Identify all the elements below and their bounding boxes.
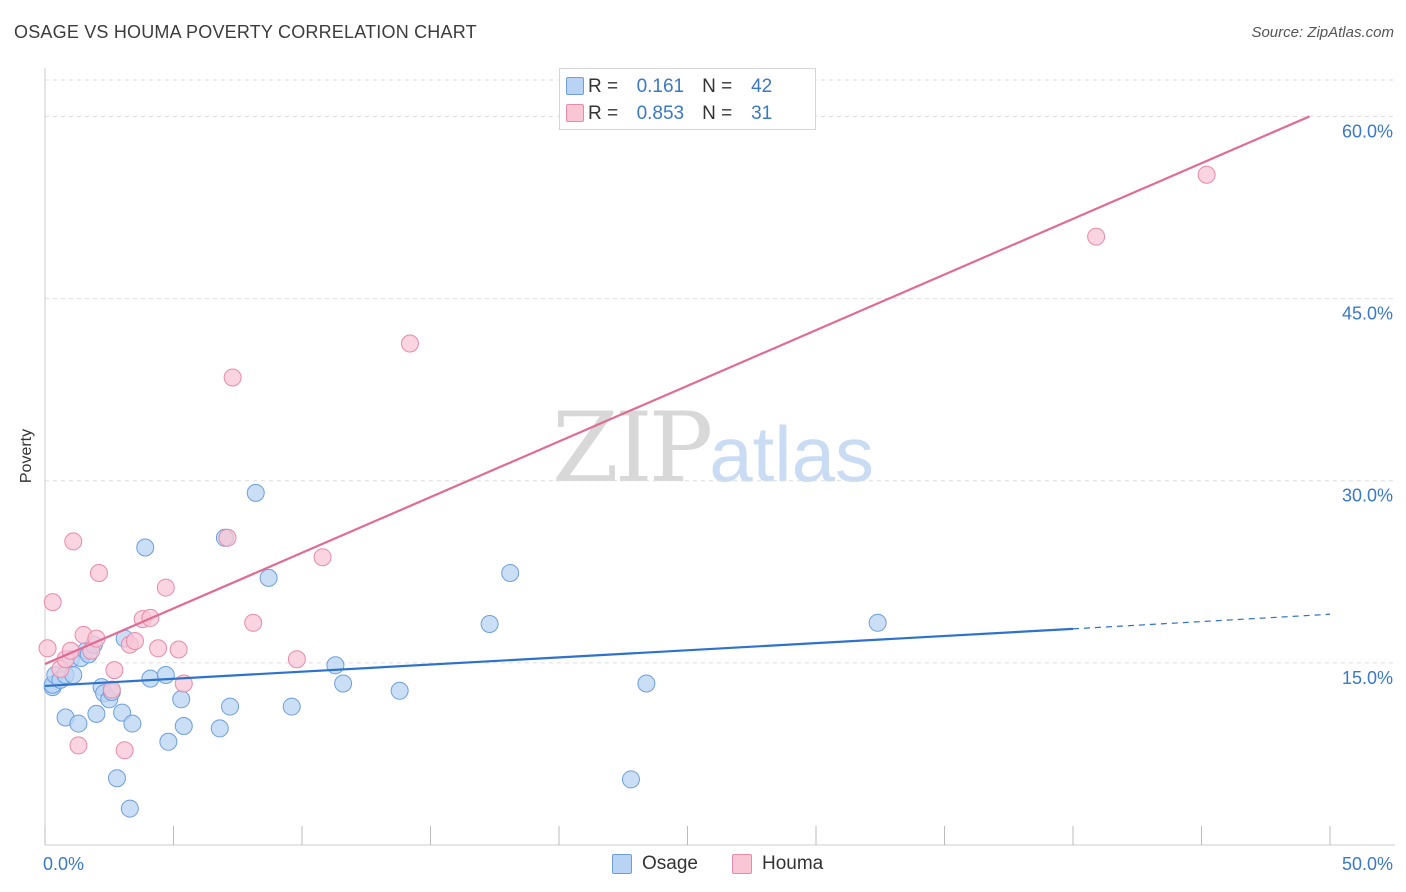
houma-point-28 (1087, 227, 1106, 246)
osage-swatch (566, 77, 584, 95)
osage-point-21 (120, 799, 139, 818)
osage-point-42 (868, 613, 887, 632)
houma-n-value: 31 (751, 103, 773, 124)
osage-r-label: R = (588, 76, 619, 97)
osage-point-8 (69, 714, 88, 733)
legend-houma-swatch (732, 854, 752, 874)
houma-point-19 (156, 578, 175, 597)
y-tick-label-0: 15.0% (1342, 668, 1393, 688)
osage-trend-extension (1072, 613, 1331, 630)
osage-point-18 (107, 769, 126, 788)
houma-point-12 (105, 661, 124, 680)
source-label: Source: ZipAtlas.com (1251, 24, 1394, 41)
osage-point-22 (123, 714, 142, 733)
osage-point-34 (282, 697, 301, 716)
houma-point-0 (38, 639, 57, 658)
houma-r-value: 0.853 (636, 103, 685, 124)
chart-title: OSAGE VS HOUMA POVERTY CORRELATION CHART (14, 22, 477, 42)
osage-point-40 (621, 770, 640, 789)
houma-point-20 (169, 640, 188, 659)
osage-point-31 (221, 697, 240, 716)
stats-legend: R = 0.161 N = 42 R = 0.853 N = 31 (559, 68, 816, 130)
osage-point-25 (156, 666, 175, 684)
houma-swatch (566, 104, 584, 122)
osage-point-13 (87, 704, 106, 723)
houma-point-26 (313, 548, 332, 567)
houma-point-27 (400, 334, 419, 353)
osage-point-41 (637, 674, 656, 693)
osage-point-23 (136, 538, 155, 557)
houma-point-15 (125, 632, 144, 650)
osage-point-28 (174, 717, 193, 735)
houma-r-label: R = (588, 103, 619, 124)
houma-n-label: N = (702, 103, 733, 124)
y-tick-label-3: 60.0% (1342, 121, 1393, 141)
y-tick-label-2: 45.0% (1342, 304, 1393, 324)
houma-point-25 (287, 650, 306, 669)
legend-houma: Houma (732, 852, 823, 876)
houma-point-1 (43, 593, 62, 612)
osage-n-label: N = (702, 76, 733, 97)
osage-point-29 (210, 719, 229, 738)
legend-osage-swatch (612, 854, 632, 874)
houma-point-24 (244, 613, 263, 632)
legend-row-houma: R = 0.853 N = 31 (566, 101, 773, 127)
houma-point-29 (1197, 165, 1216, 184)
osage-point-37 (390, 681, 409, 700)
osage-point-39 (501, 564, 520, 582)
osage-n-value: 42 (751, 76, 773, 97)
osage-r-value: 0.161 (636, 76, 685, 97)
houma-point-18 (149, 639, 168, 658)
legend-houma-label: Houma (762, 853, 824, 874)
axes (44, 68, 1395, 846)
x-tick-label-0: 0.0% (43, 854, 84, 874)
osage-point-33 (259, 568, 278, 587)
osage-point-24 (141, 669, 160, 688)
legend-osage: Osage (612, 852, 698, 876)
tick-labels: 15.0% 30.0% 45.0% 60.0% 0.0% 50.0% (43, 121, 1393, 874)
houma-point-5 (64, 532, 83, 551)
legend-row-osage: R = 0.161 N = 42 (566, 74, 773, 100)
houma-point-11 (102, 680, 121, 699)
houma-point-23 (223, 368, 242, 387)
houma-point-13 (115, 741, 134, 760)
osage-point-32 (246, 483, 265, 502)
osage-point-36 (334, 674, 353, 693)
trend-lines (44, 115, 1331, 688)
houma-point-6 (69, 736, 88, 755)
houma-point-10 (89, 564, 108, 582)
osage-point-38 (480, 615, 499, 633)
y-tick-label-1: 30.0% (1342, 486, 1393, 506)
x-tick-label-1: 50.0% (1342, 854, 1393, 874)
data-points (38, 165, 1216, 818)
osage-trend-line (44, 627, 1074, 688)
houma-point-22 (218, 528, 237, 547)
legend-osage-label: Osage (642, 853, 698, 874)
houma-trend-line (44, 115, 1310, 666)
osage-point-27 (172, 690, 191, 709)
osage-point-26 (159, 732, 178, 751)
